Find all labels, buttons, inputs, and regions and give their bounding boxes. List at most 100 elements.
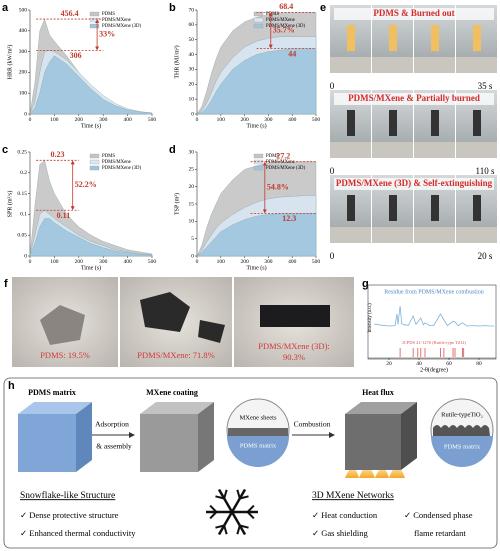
x-tick-label: 100 <box>50 117 59 123</box>
residue-label: PDMS/MXene: 71.8% <box>137 350 214 360</box>
annotation-low: 12.3 <box>282 214 296 223</box>
x-tick-label: 100 <box>50 259 59 265</box>
y-tick-label: 0 <box>191 111 194 117</box>
point: ✓ Gas shielding <box>312 528 369 538</box>
y-tick-label: 5 <box>191 236 194 242</box>
snowflake-arm <box>217 511 234 536</box>
y-tick-label: 0.25 <box>17 149 27 155</box>
legend-swatch <box>253 165 264 171</box>
cube-face <box>345 414 401 470</box>
table <box>330 227 371 243</box>
point: flame retardant <box>414 528 466 538</box>
y-tick-label: 0 <box>24 111 27 117</box>
legend-swatch <box>89 153 100 159</box>
panel-label: c <box>2 144 8 156</box>
annotation-low: 0.11 <box>57 211 71 220</box>
table <box>330 142 371 158</box>
x-tick-label: 200 <box>75 259 84 265</box>
zoom-tio2 <box>433 425 490 436</box>
y-tick-label: 50 <box>189 37 195 43</box>
snowflake-branch <box>239 524 249 529</box>
legend-swatch <box>89 17 100 23</box>
legend-label: PDMS <box>266 154 279 159</box>
caption-bg <box>334 8 494 20</box>
sample <box>389 25 397 51</box>
annotation-low: 306 <box>70 51 82 60</box>
legend-label: PDMS/MXene (3D) <box>266 24 305 29</box>
table <box>414 57 455 73</box>
y-tick-label: 40 <box>189 52 195 58</box>
caption: PDMS & Burned out <box>373 8 454 18</box>
table <box>414 227 455 243</box>
caption-bg <box>334 178 494 190</box>
zoom-label: PDMS matrix <box>240 442 277 449</box>
table <box>372 142 413 158</box>
x-tick-label: 300 <box>99 259 108 265</box>
annotation-low: 44 <box>288 49 296 58</box>
panel-label: h <box>8 380 15 392</box>
annotation-high: 27.2 <box>276 152 290 161</box>
legend-label: PDMS <box>102 12 115 17</box>
x-tick-label: 400 <box>123 259 132 265</box>
point: ✓ Enhanced thermal conductivity <box>20 528 136 538</box>
legend-label: PDMS/MXene <box>102 18 131 23</box>
legend-label: PDMS/MXene (3D) <box>266 166 305 171</box>
x-tick-label: 200 <box>240 117 249 123</box>
y-tick-label: 0 <box>24 253 27 259</box>
x-tick-label: 0 <box>196 259 199 265</box>
point: ✓ Dense protective structure <box>20 510 119 520</box>
snowflake-branch <box>215 524 225 529</box>
x-axis-label: Time (s) <box>81 122 101 129</box>
x-tick-label: 300 <box>264 259 273 265</box>
stage-title: Heat flux <box>362 388 394 397</box>
y-tick-label: 10 <box>189 96 195 102</box>
cube-side <box>401 402 417 470</box>
y-tick-label: 70 <box>189 7 195 13</box>
cube-top <box>345 402 417 414</box>
cube-side <box>198 402 214 472</box>
x-tick-label: 0 <box>29 259 32 265</box>
annotation-high: 456.4 <box>61 9 79 18</box>
legend-label: PDMS/MXene <box>266 160 295 165</box>
x-axis-label: Time (s) <box>246 264 266 271</box>
residue-label: PDMS/MXene (3D): <box>258 341 330 351</box>
legend-swatch <box>89 165 100 171</box>
legend-label: PDMS <box>266 12 279 17</box>
x-tick-label: 400 <box>288 259 297 265</box>
stage-title: PDMS matrix <box>28 388 76 397</box>
x-tick-label: 300 <box>99 117 108 123</box>
sample <box>347 110 355 136</box>
time-start: 0 <box>330 81 335 91</box>
snowflake-branch <box>236 489 241 499</box>
y-tick-label: 10 <box>189 219 195 225</box>
y-tick-label: 25 <box>189 167 195 173</box>
y-tick-label: 30 <box>189 149 195 155</box>
snowflake-branch <box>239 495 249 500</box>
annotation-high: 68.4 <box>279 2 293 11</box>
section-title: Snowflake-like Structure <box>20 490 115 501</box>
y-tick-label: 400 <box>19 28 28 34</box>
y-tick-label: 500 <box>19 7 28 13</box>
x-axis-label: 2-θ(degree) <box>420 366 448 373</box>
snowflake-arm <box>230 488 247 513</box>
x-axis-label: Time (s) <box>246 122 266 129</box>
area <box>29 55 153 115</box>
y-tick-label: 200 <box>19 70 28 76</box>
residue-shape <box>140 292 225 343</box>
y-tick-label: 0.2 <box>20 170 27 176</box>
plot-frame <box>367 284 497 360</box>
cube-top <box>140 402 214 414</box>
time-end: 20 s <box>478 251 493 261</box>
x-tick-label: 300 <box>264 117 273 123</box>
snowflake-branch <box>246 504 255 513</box>
sample <box>431 110 439 136</box>
panel-label: b <box>169 2 176 14</box>
panel-label: e <box>320 2 326 14</box>
zoom-matrix <box>431 436 493 467</box>
x-tick-label: 500 <box>312 117 321 123</box>
x-tick-label: 20 <box>386 361 392 367</box>
sample <box>431 195 439 221</box>
cube-side <box>76 402 92 472</box>
y-tick-label: 300 <box>19 49 28 55</box>
